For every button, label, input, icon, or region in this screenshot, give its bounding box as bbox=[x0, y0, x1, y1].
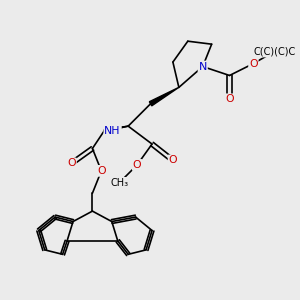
Text: CH₃: CH₃ bbox=[110, 178, 128, 188]
Text: O: O bbox=[97, 166, 106, 176]
Text: O: O bbox=[225, 94, 234, 104]
Text: NH: NH bbox=[104, 126, 121, 136]
Text: O: O bbox=[133, 160, 141, 170]
Polygon shape bbox=[104, 126, 128, 132]
Text: O: O bbox=[249, 58, 258, 68]
Text: C(C)(C)C: C(C)(C)C bbox=[253, 46, 296, 57]
Polygon shape bbox=[149, 87, 179, 106]
Text: O: O bbox=[67, 158, 76, 168]
Text: N: N bbox=[199, 61, 207, 71]
Text: O: O bbox=[169, 155, 177, 165]
